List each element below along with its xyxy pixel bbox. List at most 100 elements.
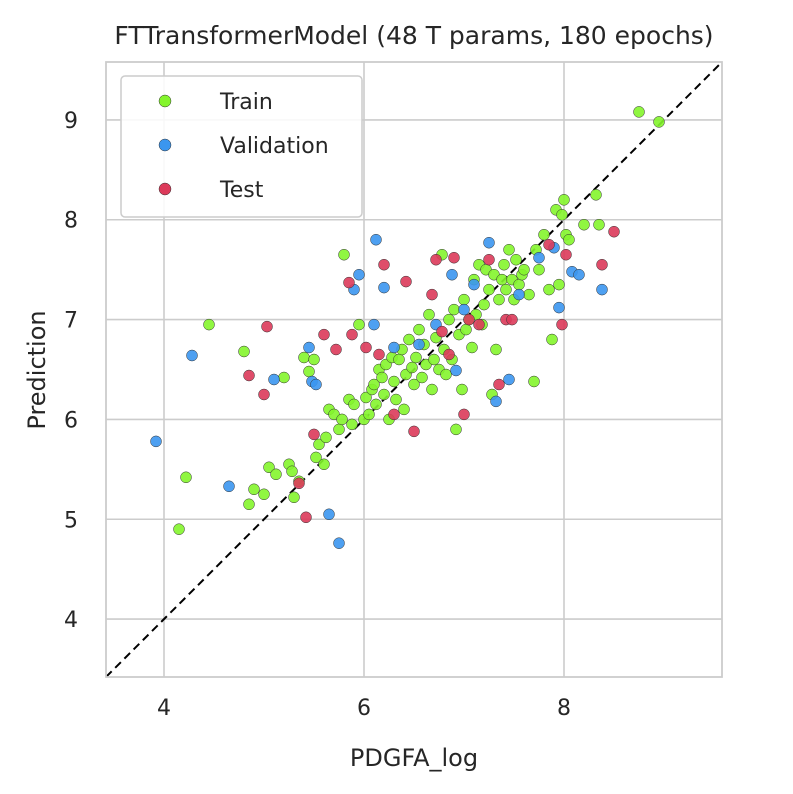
data-point-test	[436, 325, 448, 338]
data-point-train	[493, 293, 505, 306]
data-point-train	[278, 371, 290, 384]
legend-label-validation: Validation	[220, 134, 329, 159]
y-tick-label: 9	[64, 109, 78, 134]
data-point-test	[506, 313, 518, 326]
data-point-train	[443, 313, 455, 326]
data-point-test	[388, 408, 400, 421]
data-point-train	[180, 471, 192, 484]
data-point-train	[403, 333, 415, 346]
data-point-validation	[186, 349, 198, 362]
data-point-train	[556, 209, 568, 221]
data-point-test	[318, 328, 330, 341]
data-point-train	[523, 288, 535, 301]
data-point-validation	[223, 480, 235, 493]
data-point-validation	[268, 373, 280, 386]
data-point-validation	[503, 373, 515, 386]
x-tick-label: 4	[157, 696, 171, 721]
data-point-train	[270, 468, 282, 481]
data-point-train	[440, 368, 452, 381]
data-point-validation	[323, 508, 335, 521]
data-point-test	[426, 288, 438, 301]
data-point-train	[466, 341, 478, 354]
data-point-test	[261, 320, 273, 333]
data-point-train	[653, 116, 665, 128]
series-test	[243, 225, 620, 524]
data-point-test	[346, 328, 358, 341]
data-point-train	[456, 383, 468, 396]
data-point-train	[490, 343, 502, 356]
y-tick-label: 4	[64, 608, 78, 633]
data-point-validation	[483, 236, 495, 249]
data-point-train	[428, 353, 440, 366]
data-point-test	[300, 511, 312, 524]
data-point-validation	[303, 341, 315, 354]
data-point-validation	[378, 281, 390, 294]
data-point-test	[493, 378, 505, 391]
data-point-train	[263, 461, 275, 474]
data-point-train	[243, 498, 255, 511]
data-point-train	[528, 375, 540, 388]
data-point-train	[543, 283, 555, 296]
data-point-train	[538, 228, 550, 241]
data-point-train	[478, 298, 490, 311]
data-point-train	[416, 371, 428, 384]
y-axis-label: Prediction	[23, 310, 51, 429]
data-point-train	[238, 345, 250, 358]
data-point-test	[556, 318, 568, 331]
legend: Train Validation Test	[120, 75, 363, 218]
data-point-test	[408, 425, 420, 438]
legend-marker-train	[158, 94, 172, 108]
data-point-test	[430, 253, 442, 266]
data-point-train	[308, 353, 320, 366]
data-point-train	[546, 333, 558, 346]
x-axis-label: PDGFA_log	[350, 744, 478, 772]
data-point-train	[173, 523, 185, 535]
data-point-train	[346, 418, 358, 431]
data-point-test	[360, 341, 372, 354]
data-point-test	[463, 313, 475, 326]
data-point-train	[318, 458, 330, 471]
data-point-test	[483, 253, 495, 266]
data-point-train	[393, 353, 405, 366]
data-point-train	[336, 413, 348, 426]
data-point-train	[398, 403, 410, 416]
data-point-train	[370, 398, 382, 411]
data-point-train	[483, 283, 495, 296]
series-validation	[150, 233, 608, 549]
data-point-train	[503, 243, 515, 256]
data-point-test	[378, 258, 390, 271]
data-point-train	[410, 351, 422, 364]
data-point-train	[406, 361, 418, 374]
legend-label-test: Test	[219, 178, 264, 203]
y-tick-label: 7	[64, 309, 78, 334]
x-tick-label: 8	[557, 696, 571, 721]
data-point-validation	[310, 378, 322, 391]
data-point-train	[353, 318, 365, 331]
data-point-test	[293, 477, 305, 490]
x-tick-label: 6	[357, 696, 371, 721]
data-point-train	[593, 218, 605, 231]
data-point-train	[338, 248, 350, 261]
data-point-test	[543, 238, 555, 251]
data-point-train	[633, 106, 645, 118]
data-point-train	[563, 233, 575, 246]
data-point-train	[368, 378, 380, 391]
data-point-test	[608, 225, 620, 238]
data-point-train	[360, 391, 372, 404]
data-point-validation	[446, 268, 458, 281]
data-point-validation	[533, 251, 545, 264]
data-point-validation	[468, 278, 480, 291]
data-point-train	[203, 318, 215, 331]
data-point-train	[363, 408, 375, 421]
data-point-train	[448, 303, 460, 316]
legend-marker-test	[158, 182, 172, 196]
data-point-train	[500, 283, 512, 296]
data-point-train	[388, 375, 400, 388]
data-point-train	[303, 365, 315, 378]
data-point-validation	[573, 268, 585, 281]
data-point-validation	[353, 268, 365, 281]
legend-label-train: Train	[219, 90, 273, 115]
data-point-train	[390, 393, 402, 406]
legend-marker-validation	[158, 138, 172, 152]
